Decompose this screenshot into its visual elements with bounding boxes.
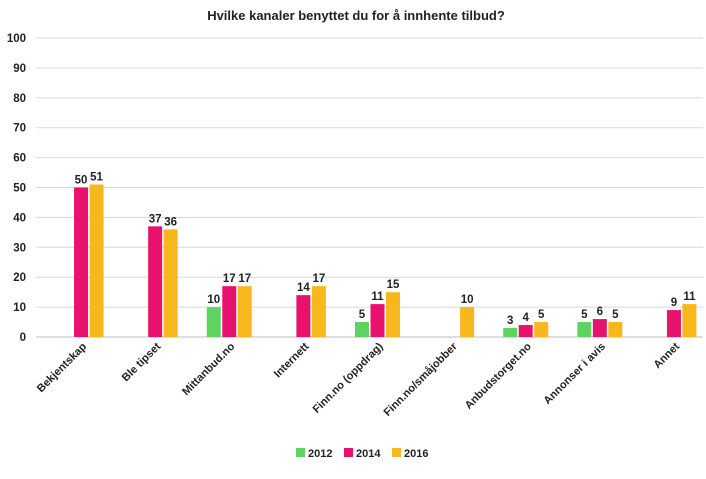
bar xyxy=(296,295,311,337)
y-tick-label: 40 xyxy=(13,212,26,224)
data-label: 15 xyxy=(387,279,400,291)
data-label: 5 xyxy=(538,309,545,321)
data-label: 11 xyxy=(683,291,696,303)
data-label: 5 xyxy=(581,309,588,321)
y-tick-label: 50 xyxy=(13,183,26,195)
bar xyxy=(222,286,237,337)
x-category-label: Internett xyxy=(272,340,312,380)
bar xyxy=(592,319,607,337)
legend-label: 2014 xyxy=(356,448,381,460)
bar xyxy=(682,304,697,337)
bar xyxy=(89,184,104,337)
x-category-label: Annet xyxy=(652,340,683,371)
legend: 2012 2014 2016 xyxy=(296,448,428,460)
data-label: 9 xyxy=(671,297,677,309)
y-tick-label: 20 xyxy=(13,272,26,284)
y-tick-label: 30 xyxy=(13,242,26,254)
bar xyxy=(163,229,178,337)
data-label: 17 xyxy=(238,273,251,285)
data-label: 36 xyxy=(164,216,177,228)
data-label: 3 xyxy=(507,315,513,327)
y-tick-label: 10 xyxy=(13,302,26,314)
bar xyxy=(237,286,252,337)
y-tick-label: 70 xyxy=(13,123,26,135)
data-label: 5 xyxy=(359,309,366,321)
bar xyxy=(311,286,326,337)
gridlines xyxy=(36,37,703,338)
x-category-label: Finn.no/småjobber xyxy=(382,340,461,419)
x-category-label: Ble tipset xyxy=(120,340,164,384)
data-label: 37 xyxy=(149,213,162,225)
y-tick-label: 100 xyxy=(7,33,26,45)
bar xyxy=(355,322,369,337)
x-category-label: Annonser i avis xyxy=(542,341,608,407)
x-axis-categories: Bekjentskap Ble tipset Mittanbud.no Interne… xyxy=(35,340,682,419)
data-label: 6 xyxy=(597,306,603,318)
y-tick-label: 80 xyxy=(13,93,26,105)
chart-title: Hvilke kanaler benyttet du for å innhent… xyxy=(207,8,505,23)
bar xyxy=(460,307,475,337)
x-category-label: Mittanbud.no xyxy=(180,340,237,397)
bar xyxy=(608,322,623,337)
y-tick-label: 0 xyxy=(20,332,26,344)
bar xyxy=(370,304,385,337)
data-label: 14 xyxy=(297,282,310,294)
data-label: 50 xyxy=(75,175,88,187)
x-category-label: Finn.no (oppdrag) xyxy=(311,340,386,415)
data-label: 10 xyxy=(207,294,220,306)
legend-label: 2012 xyxy=(308,448,332,460)
bar xyxy=(666,310,681,337)
data-label: 4 xyxy=(523,312,530,324)
legend-swatch xyxy=(392,448,401,457)
legend-swatch xyxy=(296,448,305,457)
y-axis-ticks: 0 10 20 30 40 50 60 70 80 90 100 xyxy=(7,33,26,344)
x-category-label: Bekjentskap xyxy=(35,340,90,395)
bars xyxy=(74,184,697,337)
data-label: 51 xyxy=(90,172,103,184)
legend-swatch xyxy=(344,448,353,457)
data-label: 11 xyxy=(371,291,384,303)
data-label: 5 xyxy=(612,309,619,321)
y-tick-label: 60 xyxy=(13,153,26,165)
legend-label: 2016 xyxy=(404,448,428,460)
bar xyxy=(503,328,518,337)
data-label: 10 xyxy=(461,294,474,306)
bar xyxy=(74,187,89,337)
data-label: 17 xyxy=(312,273,325,285)
data-label: 17 xyxy=(223,273,236,285)
y-tick-label: 90 xyxy=(13,63,26,75)
bar xyxy=(148,226,163,337)
bar xyxy=(577,322,592,337)
x-category-label: Anbudstorget.no xyxy=(463,340,534,411)
bar xyxy=(206,307,221,337)
bar xyxy=(386,292,400,337)
bar xyxy=(534,322,549,337)
bar xyxy=(518,325,533,337)
